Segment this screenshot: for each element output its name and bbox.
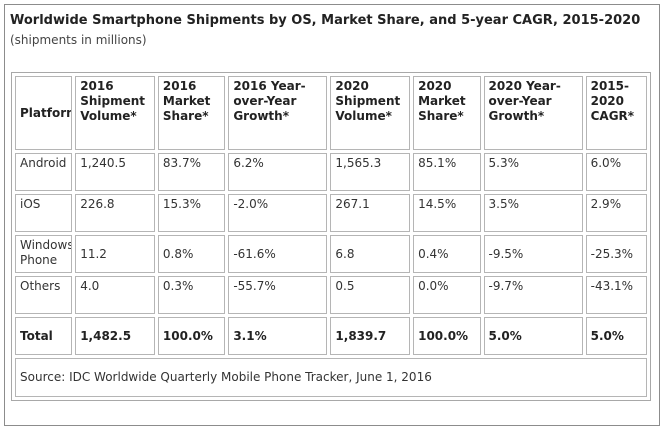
source-note: Source: IDC Worldwide Quarterly Mobile P… [15,358,647,397]
cell: -55.7% [228,276,328,314]
table-row: iOS 226.8 15.3% -2.0% 267.1 14.5% 3.5% 2… [15,194,647,232]
table-row: Others 4.0 0.3% -55.7% 0.5 0.0% -9.7% -4… [15,276,647,314]
cell-total-label: Total [15,317,73,355]
header-2020-volume: 2020 Shipment Volume* [330,76,411,150]
cell-platform: Others [15,276,73,314]
cell: 6.2% [228,153,328,191]
cell: -9.7% [483,276,583,314]
cell: 1,839.7 [330,317,411,355]
cell: 5.0% [585,317,647,355]
header-cagr: 2015-2020 CAGR* [585,76,647,150]
cell: 0.0% [413,276,481,314]
cell: 4.0 [75,276,155,314]
cell: 0.3% [157,276,226,314]
cell: 1,565.3 [330,153,411,191]
cell: 3.5% [483,194,583,232]
cell: 83.7% [157,153,226,191]
header-2016-share: 2016 Market Share* [157,76,226,150]
header-2020-growth: 2020 Year-over-Year Growth* [483,76,583,150]
cell: -9.5% [483,235,583,273]
cell-platform: Android [15,153,73,191]
cell: 15.3% [157,194,226,232]
page-subtitle: (shipments in millions) [10,33,147,47]
cell: 14.5% [413,194,481,232]
cell: 0.8% [157,235,226,273]
total-row: Total 1,482.5 100.0% 3.1% 1,839.7 100.0%… [15,317,647,355]
cell: 1,240.5 [75,153,155,191]
cell: 226.8 [75,194,155,232]
cell: 267.1 [330,194,411,232]
page-title: Worldwide Smartphone Shipments by OS, Ma… [10,13,641,28]
cell: 85.1% [413,153,481,191]
shipments-table: Platform 2016 Shipment Volume* 2016 Mark… [11,72,651,401]
cell-platform: Windows Phone [15,235,73,273]
table-row: Windows Phone 11.2 0.8% -61.6% 6.8 0.4% … [15,235,647,273]
header-row: Platform 2016 Shipment Volume* 2016 Mark… [15,76,647,150]
cell: -2.0% [228,194,328,232]
cell: 6.8 [330,235,411,273]
cell: 5.0% [483,317,583,355]
cell: 0.5 [330,276,411,314]
cell: 11.2 [75,235,155,273]
cell: 6.0% [585,153,647,191]
cell: 5.3% [483,153,583,191]
cell: 100.0% [157,317,226,355]
cell: 2.9% [585,194,647,232]
table-frame [4,4,660,426]
cell: 3.1% [228,317,328,355]
cell: -43.1% [585,276,647,314]
cell: 0.4% [413,235,481,273]
cell: -61.6% [228,235,328,273]
table-row: Android 1,240.5 83.7% 6.2% 1,565.3 85.1%… [15,153,647,191]
cell: 100.0% [413,317,481,355]
header-2016-volume: 2016 Shipment Volume* [75,76,155,150]
cell-platform: iOS [15,194,73,232]
header-platform: Platform [15,76,73,150]
cell: -25.3% [585,235,647,273]
cell: 1,482.5 [75,317,155,355]
source-row: Source: IDC Worldwide Quarterly Mobile P… [15,358,647,397]
header-2016-growth: 2016 Year-over-Year Growth* [228,76,328,150]
header-2020-share: 2020 Market Share* [413,76,481,150]
